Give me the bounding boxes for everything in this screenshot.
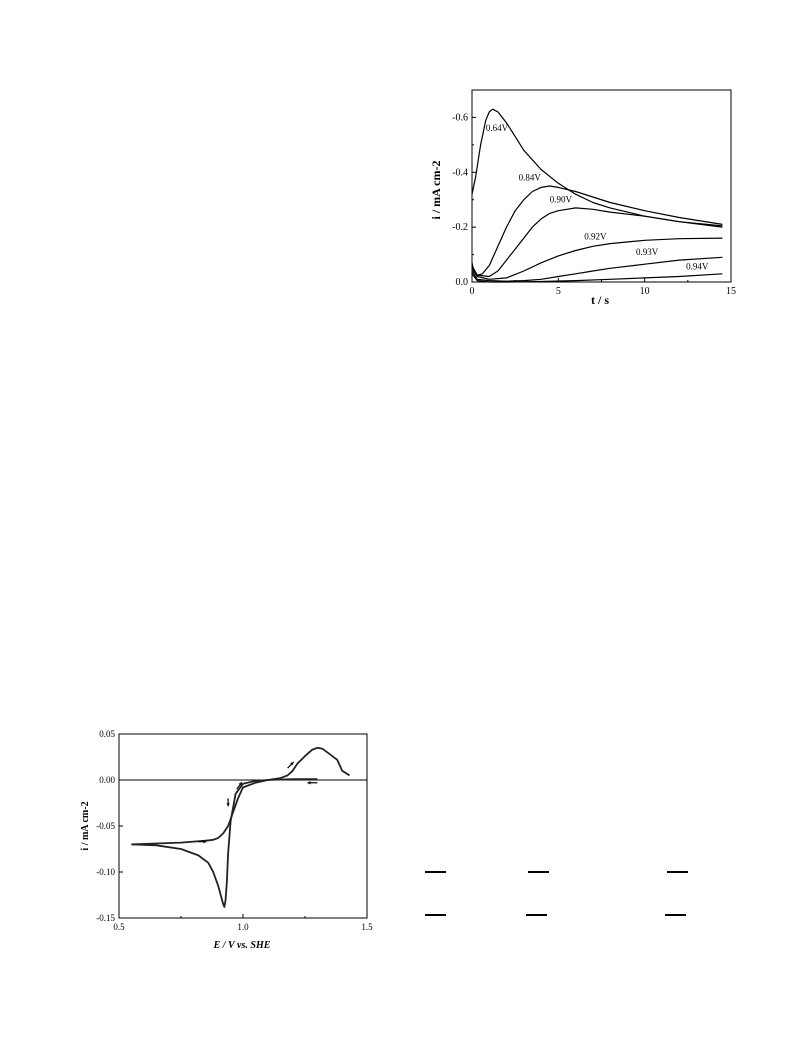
rule-line [667,871,688,873]
cv-chart-axes: 0.5 1.0 1.5 0.05 0.00 -0.05 -0.10 -0.15 [96,729,373,932]
plot-frame [118,733,368,919]
cv-chart-series [131,746,351,908]
y-tick-label: -0.15 [96,913,115,923]
cv-curve [131,778,318,908]
direction-arrowhead [307,781,311,785]
x-tick-label: 10 [640,286,650,297]
x-tick-label: 0 [470,286,475,297]
series-annotation: 0.84V [519,173,542,183]
series-annotation: 0.92V [584,231,607,241]
direction-arrowhead [290,762,294,766]
series-annotation: 0.94V [686,262,709,272]
series-line [471,273,723,283]
cv-y-axis-label: i / mA cm-2 [80,801,91,850]
transient-chart-labels: 0.64V 0.84V 0.90V 0.92V 0.93V 0.94V [486,123,709,272]
series-line [471,256,723,282]
series-line [471,185,723,276]
x-tick-label: 5 [556,286,561,297]
y-tick-label: -0.10 [96,867,115,877]
rule-line [526,914,547,916]
transient-y-axis-label: i / mA cm-2 [429,161,443,220]
series-line [471,207,723,278]
y-tick-label: -0.4 [452,167,468,178]
y-tick-label: 0.0 [456,277,469,288]
y-tick-label: -0.6 [452,112,468,123]
y-tick-label: -0.05 [96,821,115,831]
direction-arrowhead [238,782,242,786]
transient-x-axis-label: t / s [591,293,609,307]
x-tick-label: 1.0 [237,922,249,932]
x-tick-label: 0.5 [113,922,125,932]
series-annotation: 0.64V [486,123,509,133]
rule-line [425,871,446,873]
x-tick-label: 15 [726,286,736,297]
series-line [471,108,723,228]
transient-chart-series [471,108,723,283]
rule-line [665,914,686,916]
x-tick-label: 1.5 [361,922,373,932]
cv-chart-arrows [198,761,318,844]
transient-chart-axes: 0 5 10 15 -0.6 -0.4 -0.2 0.0 [452,89,736,297]
cv-curve [131,746,351,846]
direction-arrowhead [203,839,207,844]
rule-line [528,871,549,873]
cv-x-axis-label: E / V vs. SHE [213,940,271,951]
series-line [471,237,723,280]
y-tick-label: 0.05 [99,729,115,739]
direction-arrowhead [226,803,230,807]
series-annotation: 0.90V [550,194,573,204]
series-annotation: 0.93V [636,247,659,257]
y-tick-label: -0.2 [452,222,468,233]
y-tick-label: 0.00 [99,775,115,785]
rule-line [425,914,446,916]
